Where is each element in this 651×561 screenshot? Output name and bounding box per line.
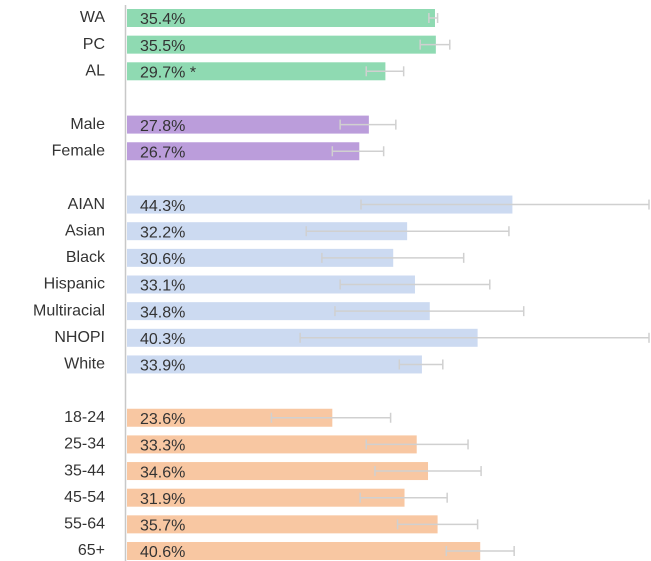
value-label: 33.1% [140, 278, 185, 295]
error-bar [359, 492, 448, 503]
value-label: 30.6% [140, 251, 185, 268]
error-bar [365, 439, 469, 450]
bar [127, 275, 415, 294]
category-label: WA [80, 9, 106, 26]
value-label: 35.5% [140, 38, 185, 55]
bar [127, 302, 430, 321]
bar [127, 142, 360, 161]
category-label: Male [70, 116, 105, 133]
value-label: 35.7% [140, 518, 185, 535]
value-label: 23.6% [140, 411, 185, 428]
category-label: 45-54 [64, 489, 105, 506]
error-bar [339, 119, 397, 130]
value-label: 34.6% [140, 464, 185, 481]
category-label: White [64, 356, 105, 373]
error-bar [305, 226, 510, 237]
value-label: 33.9% [140, 358, 185, 375]
bar [127, 462, 429, 481]
value-label: 35.4% [140, 11, 185, 28]
value-label: 29.7% * [140, 65, 196, 82]
category-label: Hispanic [44, 276, 105, 293]
bar [127, 542, 481, 560]
error-bar [331, 146, 385, 157]
value-label: 31.9% [140, 491, 185, 508]
bar [127, 515, 438, 534]
value-label: 44.3% [140, 198, 185, 215]
value-label: 40.6% [140, 544, 185, 561]
error-bar [445, 546, 515, 556]
value-label: 34.8% [140, 304, 185, 321]
value-label: 26.7% [140, 144, 185, 161]
category-label: Multiracial [33, 302, 105, 319]
bar [127, 488, 405, 507]
bar [127, 9, 435, 27]
category-label: 35-44 [64, 462, 105, 479]
bar [127, 435, 417, 454]
error-bar [270, 412, 392, 423]
error-bar [339, 279, 491, 290]
error-bar [398, 359, 444, 370]
category-label: NHOPI [54, 329, 105, 346]
category-label: PC [83, 36, 105, 53]
bar [127, 408, 333, 427]
bar [127, 222, 408, 241]
bar [127, 115, 369, 134]
error-bar [299, 332, 650, 343]
error-bar [374, 466, 482, 477]
category-label: 55-64 [64, 516, 105, 533]
error-bar [334, 306, 525, 317]
error-bar [428, 13, 439, 23]
bar [127, 355, 422, 374]
category-label: 25-34 [64, 436, 105, 453]
category-label: 18-24 [64, 409, 105, 426]
category-label: Asian [65, 222, 105, 239]
category-label: AIAN [68, 196, 105, 213]
error-bar [365, 66, 405, 77]
error-bar [419, 39, 451, 50]
category-label: 65+ [78, 542, 105, 559]
bar [127, 62, 386, 81]
category-label: AL [85, 63, 105, 80]
value-label: 32.2% [140, 224, 185, 241]
category-label: Black [66, 249, 106, 266]
error-bar [360, 199, 650, 210]
value-label: 27.8% [140, 118, 185, 135]
value-label: 33.3% [140, 438, 185, 455]
bar [127, 248, 394, 267]
value-label: 40.3% [140, 331, 185, 348]
bar [127, 195, 513, 214]
bar [127, 35, 436, 54]
category-label: Female [52, 142, 105, 159]
error-bar [321, 252, 465, 263]
error-bar [396, 519, 479, 530]
